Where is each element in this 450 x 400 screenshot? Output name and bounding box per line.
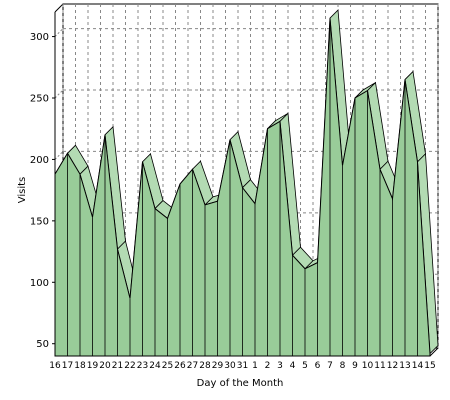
x-tick-label: 18 — [74, 361, 86, 371]
x-tick-label: 11 — [374, 361, 385, 371]
area-front-face — [54, 18, 431, 357]
x-tick-label: 21 — [112, 361, 123, 371]
x-tick-label: 29 — [212, 361, 224, 371]
x-tick-label: 3 — [277, 361, 283, 371]
x-tick-label: 1 — [252, 361, 258, 371]
x-tick-label: 24 — [149, 361, 161, 371]
x-tick-label: 7 — [327, 361, 333, 371]
x-tick-label: 15 — [424, 361, 435, 371]
x-tick-label: 8 — [340, 361, 346, 371]
h-gridline-side — [54, 28, 64, 37]
x-tick-label: 30 — [224, 361, 236, 371]
y-tick-label: 150 — [30, 216, 49, 227]
frame-edge — [429, 347, 439, 357]
y-tick-label: 100 — [30, 278, 49, 289]
x-tick-label: 27 — [187, 361, 198, 371]
x-tick-label: 20 — [99, 361, 111, 371]
y-tick-label: 50 — [36, 339, 49, 350]
y-tick-label: 300 — [30, 32, 49, 43]
h-gridline-side — [54, 89, 64, 99]
x-tick-label: 16 — [49, 361, 61, 371]
x-tick-label: 6 — [315, 361, 321, 371]
x-tick-label: 9 — [352, 361, 358, 371]
x-tick-label: 5 — [302, 361, 308, 371]
x-tick-label: 17 — [62, 361, 73, 371]
x-tick-labels: 16 17 18 19 20 21 22 23 24 25 26 27 28 29 30 31 1 2 3 4 5 6 7 8… — [49, 361, 435, 371]
x-tick-label: 22 — [124, 361, 135, 371]
x-tick-label: 4 — [290, 361, 296, 371]
x-tick-label: 25 — [162, 361, 173, 371]
y-tick-label: 250 — [30, 94, 49, 105]
frame-edge — [54, 3, 64, 13]
x-tick-label: 28 — [199, 361, 211, 371]
x-tick-label: 10 — [362, 361, 374, 371]
area-series — [54, 9, 439, 357]
y-axis-label: Visits — [17, 177, 28, 204]
x-tick-label: 31 — [237, 361, 248, 371]
x-tick-label: 26 — [174, 361, 186, 371]
x-axis-label: Day of the Month — [197, 378, 284, 389]
x-tick-label: 13 — [399, 361, 410, 371]
h-gridline-side — [54, 151, 64, 160]
x-tick-label: 23 — [137, 361, 148, 371]
x-tick-label: 14 — [412, 361, 424, 371]
x-tick-label: 2 — [265, 361, 271, 371]
x-tick-label: 12 — [387, 361, 398, 371]
y-tick-labels: 50 100 150 200 250 300 — [30, 32, 55, 350]
axes — [54, 12, 439, 357]
x-tick-label: 19 — [87, 361, 99, 371]
y-tick-label: 200 — [30, 155, 49, 166]
